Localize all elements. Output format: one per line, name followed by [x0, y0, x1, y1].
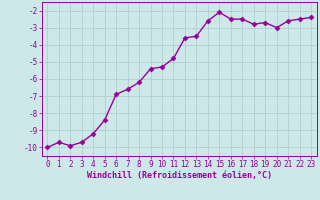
X-axis label: Windchill (Refroidissement éolien,°C): Windchill (Refroidissement éolien,°C): [87, 171, 272, 180]
